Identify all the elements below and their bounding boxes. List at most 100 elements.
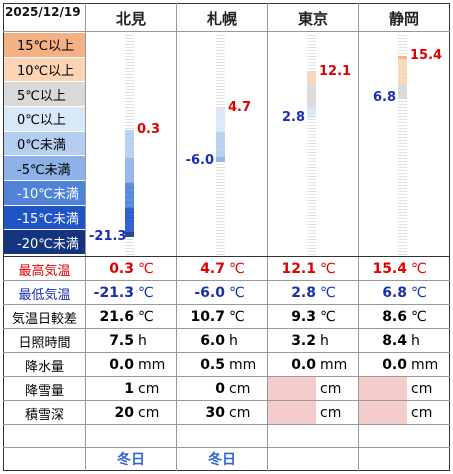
temperature-bar-segment	[125, 217, 134, 223]
value-high: 15.4	[372, 261, 407, 277]
temperature-bar-segment	[398, 83, 407, 89]
col-divider	[358, 3, 359, 471]
row-label-high: 最高気温	[18, 263, 71, 279]
temperature-bar-segment	[307, 98, 316, 104]
temperature-bar-segment	[307, 103, 316, 109]
station-name: 静岡	[388, 9, 419, 28]
row-divider	[3, 447, 450, 448]
temperature-bar-segment	[216, 126, 225, 133]
unit-range: ℃	[320, 309, 336, 325]
value-snowdepth: 30	[205, 405, 225, 421]
row-label-snowfall: 降雪量	[24, 383, 64, 399]
unit-low: ℃	[411, 285, 427, 301]
temperature-bar-segment	[125, 167, 134, 174]
unit-high: ℃	[138, 261, 154, 277]
temperature-bar-segment	[125, 133, 134, 139]
value-range: 10.7	[190, 309, 225, 325]
high-temp-label: 15.4	[410, 47, 443, 63]
temperature-bar-segment	[398, 68, 407, 74]
value-low: -21.3	[93, 285, 134, 301]
scale-tick-column	[307, 33, 316, 255]
temperature-bar-segment	[125, 162, 134, 169]
value-low: 2.8	[291, 285, 316, 301]
scale-band: 0℃以上	[4, 107, 85, 132]
header-divider	[3, 31, 450, 32]
unit-sun: h	[229, 333, 238, 349]
temperature-bar-segment	[307, 78, 316, 84]
temperature-bar-segment	[307, 71, 316, 74]
value-range: 9.3	[291, 309, 316, 325]
temperature-bar-segment	[125, 138, 134, 144]
row-label-sun: 日照時間	[18, 335, 71, 351]
chart-bottom-divider	[3, 256, 450, 257]
temperature-bar-segment	[216, 111, 225, 118]
value-high: 12.1	[281, 261, 316, 277]
temperature-bar-segment	[125, 231, 134, 238]
unit-low: ℃	[229, 285, 245, 301]
temperature-bar-segment	[216, 141, 225, 147]
row-label-range: 気温日較差	[11, 311, 77, 327]
scale-band: -20℃未満	[4, 230, 85, 255]
temperature-bar-segment	[125, 143, 134, 149]
temperature-bar-segment	[307, 107, 316, 114]
unit-snowfall: cm	[411, 381, 433, 397]
temperature-bar-segment	[398, 78, 407, 84]
temperature-bar-segment	[307, 83, 316, 89]
temperature-bar-segment	[125, 202, 134, 208]
temperature-bar-segment	[307, 93, 316, 99]
unit-precip: mm	[411, 357, 439, 373]
unit-snowfall: cm	[320, 381, 342, 397]
no-data-cell	[359, 377, 407, 400]
station-name: 東京	[297, 9, 328, 28]
value-snowfall: 0	[215, 381, 225, 397]
temperature-bar-segment	[125, 182, 134, 188]
value-precip: 0.0	[382, 357, 407, 373]
temperature-bar-segment	[125, 192, 134, 198]
temperature-bar-segment	[307, 112, 316, 119]
temperature-bar-segment	[398, 88, 407, 94]
temperature-bar-segment	[125, 226, 134, 233]
unit-precip: mm	[138, 357, 166, 373]
unit-snowfall: cm	[138, 381, 160, 397]
row-divider	[3, 304, 450, 305]
unit-sun: h	[138, 333, 147, 349]
row-divider	[3, 352, 450, 353]
row-divider	[3, 328, 450, 329]
unit-precip: mm	[229, 357, 257, 373]
value-low: 6.8	[382, 285, 407, 301]
temperature-bar-segment	[125, 221, 134, 228]
value-precip: 0.5	[200, 357, 225, 373]
value-sun: 7.5	[109, 333, 134, 349]
unit-range: ℃	[138, 309, 154, 325]
low-temp-label: -21.3	[89, 228, 127, 244]
day-type-label: 冬日	[208, 452, 236, 468]
scale-band: 5℃以上	[4, 82, 85, 107]
scale-band: -5℃未満	[4, 156, 85, 181]
unit-range: ℃	[229, 309, 245, 325]
scale-band: 10℃以上	[4, 57, 85, 83]
temperature-bar-segment	[125, 197, 134, 203]
scale-band: 15℃以上	[4, 33, 85, 58]
high-temp-label: 4.7	[228, 100, 252, 116]
temperature-bar-segment	[216, 156, 225, 162]
value-sun: 8.4	[382, 333, 407, 349]
temperature-bar-segment	[125, 207, 134, 213]
unit-snowdepth: cm	[138, 405, 160, 421]
temperature-bar-segment	[125, 152, 134, 159]
row-divider	[3, 376, 450, 377]
value-high: 4.7	[200, 261, 225, 277]
unit-precip: mm	[320, 357, 348, 373]
temperature-bar-segment	[125, 172, 134, 179]
row-divider	[3, 400, 450, 401]
unit-snowdepth: cm	[320, 405, 342, 421]
unit-snowdepth: cm	[229, 405, 251, 421]
temperature-bar-segment	[125, 147, 134, 154]
temperature-bar-segment	[398, 58, 407, 65]
no-data-cell	[268, 401, 316, 424]
row-label-precip: 降水量	[24, 359, 64, 375]
value-sun: 6.0	[200, 333, 225, 349]
temperature-bar-segment	[216, 108, 225, 113]
day-type-label: 冬日	[117, 452, 145, 468]
no-data-cell	[268, 377, 316, 400]
unit-low: ℃	[138, 285, 154, 301]
